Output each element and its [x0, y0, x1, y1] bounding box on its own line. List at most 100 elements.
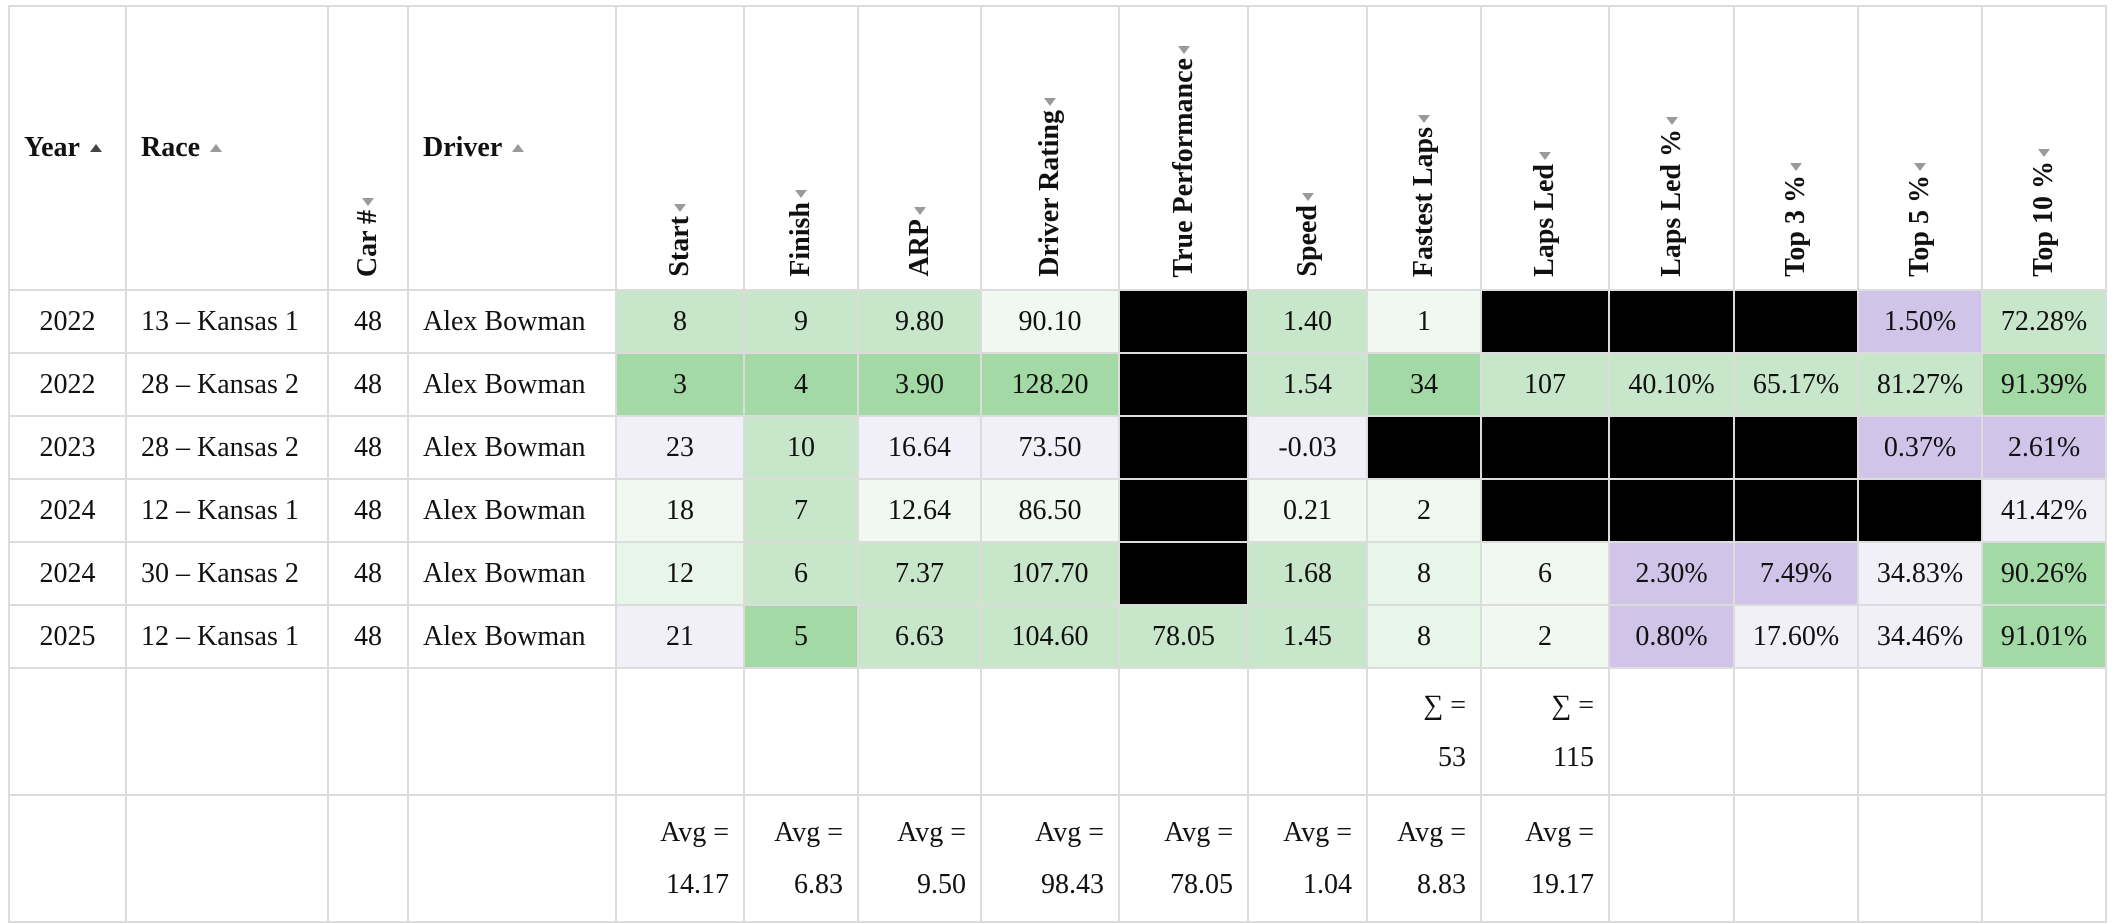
column-header-start[interactable]: Start: [615, 5, 745, 291]
column-header-year[interactable]: Year: [8, 5, 127, 291]
table-cell-top-5: [1857, 478, 1983, 543]
sort-desc-icon[interactable]: [674, 204, 686, 213]
table-cell-driver: Alex Bowman: [407, 289, 617, 354]
sort-asc-icon[interactable]: [89, 144, 102, 152]
table-cell-car: 48: [327, 415, 409, 480]
column-header-driver-rating[interactable]: Driver Rating: [980, 5, 1120, 291]
table-cell-year: 2024: [8, 541, 127, 606]
table-cell-driver-rating: 86.50: [980, 478, 1120, 543]
table-cell-speed: -0.03: [1247, 415, 1368, 480]
table-cell-year: 2022: [8, 289, 127, 354]
table-cell-top-5: 0.37%: [1857, 415, 1983, 480]
column-header-label: Car #: [352, 209, 383, 277]
avg-row-cell: [1608, 794, 1735, 923]
table-cell-race: 12 – Kansas 1: [125, 604, 329, 669]
table-cell-top-10: 91.01%: [1981, 604, 2107, 669]
sort-desc-icon[interactable]: [1790, 163, 1802, 172]
table-cell-fastest-laps: 2: [1366, 478, 1482, 543]
sort-desc-icon[interactable]: [1539, 152, 1551, 161]
sort-desc-icon[interactable]: [795, 190, 807, 199]
table-cell-top-10: 72.28%: [1981, 289, 2107, 354]
column-header-fastest-laps[interactable]: Fastest Laps: [1366, 5, 1482, 291]
sum-row-value: 53: [1438, 741, 1466, 773]
sort-desc-icon[interactable]: [1418, 114, 1430, 123]
table-cell-start: 8: [615, 289, 745, 354]
avg-row-label: Avg =: [660, 816, 729, 848]
table-cell-top-3: [1733, 478, 1859, 543]
table-cell-speed: 1.68: [1247, 541, 1368, 606]
avg-row-value: 8.83: [1417, 868, 1466, 900]
sort-desc-icon[interactable]: [1177, 45, 1190, 54]
table-cell-laps-led: [1480, 289, 1610, 354]
column-header-finish[interactable]: Finish: [743, 5, 859, 291]
table-cell-laps-led: 2.30%: [1608, 541, 1735, 606]
sort-desc-icon[interactable]: [362, 197, 374, 206]
table-cell-laps-led: 0.80%: [1608, 604, 1735, 669]
table-cell-fastest-laps: 34: [1366, 352, 1482, 417]
table-cell-driver-rating: 104.60: [980, 604, 1120, 669]
column-header-label: True Performance: [1167, 57, 1199, 278]
sum-row-cell: [857, 667, 982, 796]
avg-row-cell: Avg = 19.17: [1480, 794, 1610, 923]
table-cell-top-5: 34.83%: [1857, 541, 1983, 606]
avg-row-value: 6.83: [794, 868, 843, 900]
column-header-top-5[interactable]: Top 5 %: [1857, 5, 1983, 291]
column-header-label: Speed: [1291, 205, 1323, 277]
column-header-car[interactable]: Car #: [327, 5, 409, 291]
sort-desc-icon[interactable]: [1665, 117, 1678, 126]
column-header-arp[interactable]: ARP: [857, 5, 982, 291]
table-cell-driver: Alex Bowman: [407, 541, 617, 606]
table-cell-laps-led: 6: [1480, 541, 1610, 606]
avg-row-cell: [1981, 794, 2107, 923]
table-cell-start: 12: [615, 541, 745, 606]
sum-row-cell: [1733, 667, 1859, 796]
avg-row-cell: Avg = 14.17: [615, 794, 745, 923]
column-header-speed[interactable]: Speed: [1247, 5, 1368, 291]
avg-row-label: Avg =: [1164, 816, 1233, 848]
sort-asc-icon[interactable]: [210, 144, 223, 152]
avg-row-label: Avg =: [1283, 816, 1352, 848]
column-header-laps-led[interactable]: Laps Led: [1480, 5, 1610, 291]
sort-desc-icon[interactable]: [1914, 163, 1926, 172]
table-row: 2024 12 – Kansas 1 48 Alex Bowman 18 7 12.64 86…: [8, 478, 2107, 543]
table-cell-driver-rating: 107.70: [980, 541, 1120, 606]
table-cell-driver: Alex Bowman: [407, 415, 617, 480]
sort-desc-icon[interactable]: [2038, 149, 2050, 158]
table-cell-laps-led: 2: [1480, 604, 1610, 669]
column-header-label: Top 3 %: [1780, 175, 1811, 277]
column-header-race[interactable]: Race: [125, 5, 329, 291]
column-header-true-performance[interactable]: True Performance: [1118, 5, 1249, 291]
sort-desc-icon[interactable]: [913, 207, 926, 216]
column-header-label: Race: [141, 132, 201, 163]
table-cell-finish: 4: [743, 352, 859, 417]
sum-row: ∑ = 53 ∑ = 115: [8, 667, 2107, 796]
column-header-top-3[interactable]: Top 3 %: [1733, 5, 1859, 291]
table-cell-laps-led: 40.10%: [1608, 352, 1735, 417]
column-header-label: Finish: [785, 202, 816, 277]
table-cell-top-3: 17.60%: [1733, 604, 1859, 669]
sum-row-cell: [1981, 667, 2107, 796]
table-cell-finish: 5: [743, 604, 859, 669]
column-header-label: Start: [664, 216, 695, 277]
table-cell-top-5: 1.50%: [1857, 289, 1983, 354]
table-row: 2024 30 – Kansas 2 48 Alex Bowman 12 6 7.37 107…: [8, 541, 2107, 606]
table-body: 2022 13 – Kansas 1 48 Alex Bowman 8 9 9.80 90.1…: [8, 289, 2107, 923]
table-cell-fastest-laps: 1: [1366, 289, 1482, 354]
table-cell-laps-led: [1480, 478, 1610, 543]
avg-row-cell: Avg = 78.05: [1118, 794, 1249, 923]
column-header-laps-led[interactable]: Laps Led %: [1608, 5, 1735, 291]
table-cell-start: 21: [615, 604, 745, 669]
sort-desc-icon[interactable]: [1301, 193, 1314, 202]
table-cell-top-3: [1733, 415, 1859, 480]
sort-desc-icon[interactable]: [1044, 98, 1056, 107]
column-header-top-10[interactable]: Top 10 %: [1981, 5, 2107, 291]
avg-row-cell: [125, 794, 329, 923]
sort-asc-icon[interactable]: [512, 144, 525, 152]
column-header-driver[interactable]: Driver: [407, 5, 617, 291]
table-cell-fastest-laps: 8: [1366, 541, 1482, 606]
sum-row-cell: ∑ = 115: [1480, 667, 1610, 796]
sum-row-cell: [125, 667, 329, 796]
sum-row-cell: ∑ = 53: [1366, 667, 1482, 796]
table-cell-start: 3: [615, 352, 745, 417]
table-cell-top-10: 90.26%: [1981, 541, 2107, 606]
